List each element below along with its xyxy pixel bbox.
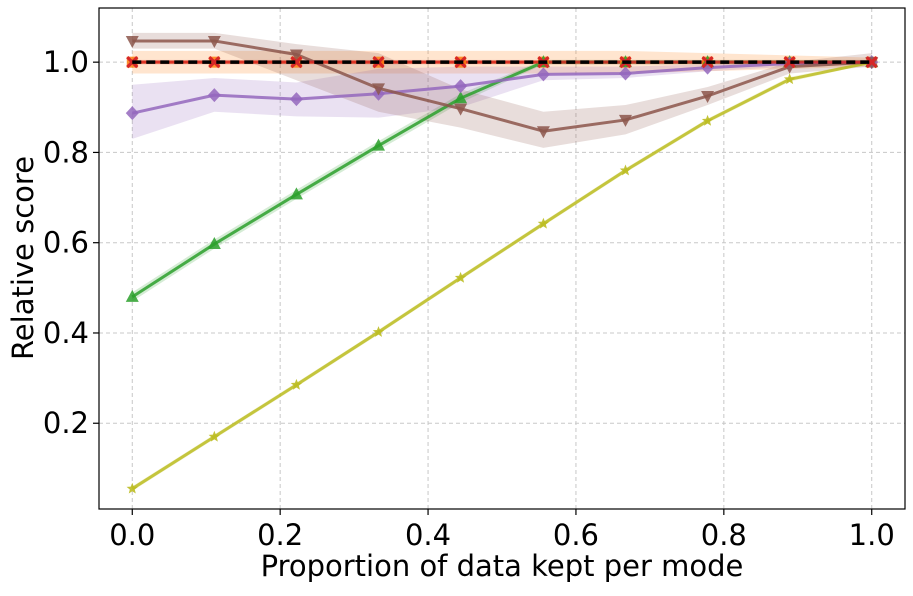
series-brown-point: [372, 83, 386, 96]
y-axis-label: Relative score: [6, 156, 40, 360]
series-red-point: [783, 56, 796, 69]
series-brown-point: [289, 49, 303, 62]
series-brown-point: [454, 103, 468, 116]
series-olive-point: [454, 271, 467, 283]
x-axis-label: Proportion of data kept per mode: [261, 549, 744, 583]
series-green-point: [454, 91, 468, 104]
series-red-point: [208, 56, 221, 69]
series-purple-point: [125, 106, 139, 121]
series-olive-point: [701, 114, 714, 126]
series-green-point: [125, 289, 139, 302]
series-brown-point: [125, 35, 139, 48]
series-red-point-stroke-b: [783, 56, 796, 69]
plot-frame: [98, 7, 906, 510]
series-purple-line: [131, 60, 872, 115]
series-brown-point: [701, 91, 715, 104]
series-purple-point: [618, 66, 632, 81]
series-olive-point: [208, 430, 221, 442]
series-brown-point: [618, 114, 632, 127]
y-tick-label: 0.8: [43, 135, 89, 169]
series-purple-point: [454, 79, 468, 94]
series-brown-point: [536, 126, 550, 139]
series-green-point: [372, 138, 386, 151]
series-olive-point: [537, 217, 550, 229]
series-olive-point: [783, 73, 796, 85]
y-tick-label: 0.4: [43, 316, 89, 350]
series-purple-point: [536, 67, 550, 82]
series-red-point-stroke-b: [865, 56, 878, 69]
series-olive-point: [290, 378, 303, 390]
x-tick-label: 0.4: [405, 518, 451, 552]
y-tick-label: 0.6: [43, 226, 89, 260]
series-green-point: [207, 237, 221, 250]
y-tick-label: 1.0: [43, 45, 89, 79]
x-tick-label: 0.6: [553, 518, 599, 552]
series-purple-band: [132, 59, 872, 139]
series-olive-point: [619, 164, 632, 176]
x-tick-label: 0.2: [257, 518, 303, 552]
series-brown-line: [132, 39, 872, 133]
series-red-point-stroke-b: [208, 56, 221, 69]
confidence-bands: [132, 32, 872, 491]
series-red-point: [290, 56, 303, 69]
series-green-point: [289, 187, 303, 200]
x-tick-label: 0.8: [701, 518, 747, 552]
series-olive-point: [372, 326, 385, 337]
series-purple-point: [207, 88, 221, 103]
y-axis-ticks: 0.2 0.4 0.6 0.8 1.0: [43, 45, 99, 440]
x-axis-ticks: 0.0 0.2 0.4 0.6 0.8 1.0: [109, 509, 895, 552]
series-olive-point: [126, 482, 138, 494]
series-olive-line: [131, 60, 873, 490]
x-tick-label: 1.0: [849, 518, 895, 552]
y-tick-label: 0.2: [43, 406, 89, 440]
series-red-point: [865, 56, 878, 69]
series-purple-point: [289, 92, 303, 107]
series-brown-point: [207, 35, 221, 48]
x-tick-label: 0.0: [109, 518, 155, 552]
series-red-point-stroke-b: [290, 56, 303, 69]
